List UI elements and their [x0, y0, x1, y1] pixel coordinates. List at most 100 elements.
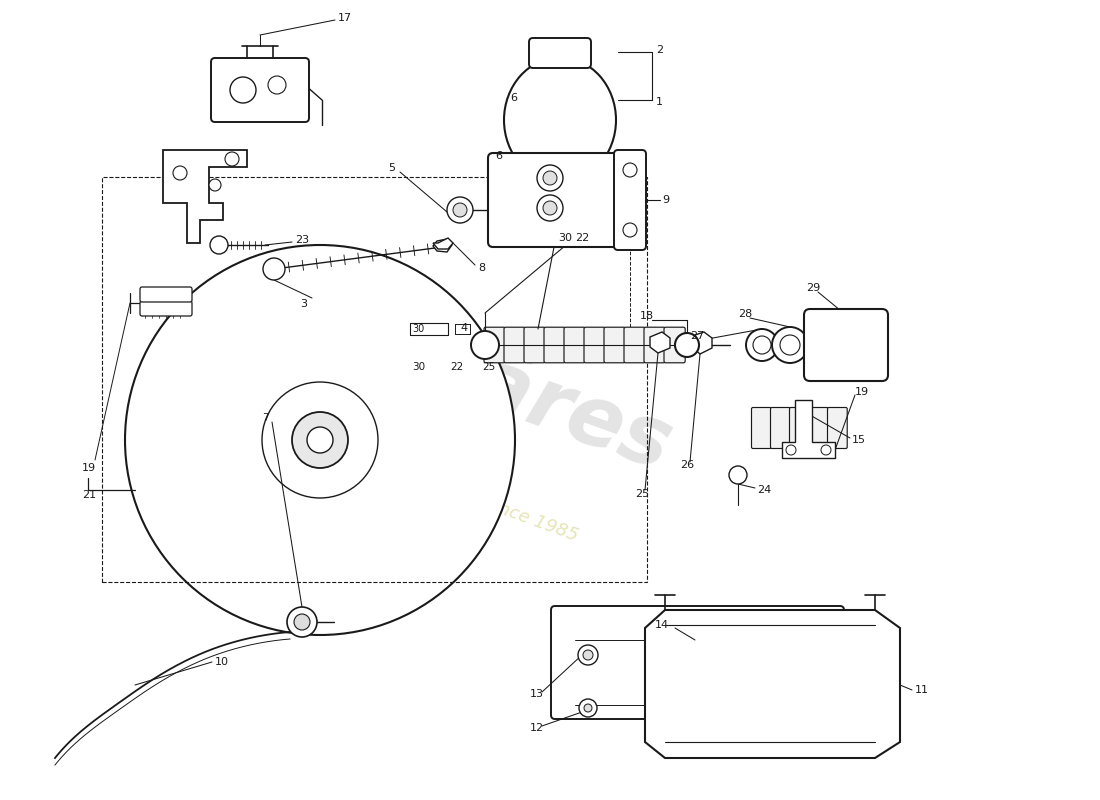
Text: 6: 6	[495, 151, 502, 161]
Text: 7: 7	[262, 413, 270, 423]
FancyBboxPatch shape	[140, 301, 192, 316]
FancyBboxPatch shape	[211, 58, 309, 122]
Text: 24: 24	[757, 485, 771, 495]
FancyBboxPatch shape	[504, 327, 525, 363]
Text: 15: 15	[852, 435, 866, 445]
Circle shape	[579, 699, 597, 717]
Text: 4: 4	[460, 323, 467, 333]
Text: 11: 11	[915, 685, 930, 695]
Circle shape	[268, 76, 286, 94]
Text: 14: 14	[654, 620, 669, 630]
FancyBboxPatch shape	[808, 407, 828, 449]
Circle shape	[294, 614, 310, 630]
Text: 30: 30	[558, 233, 572, 243]
Polygon shape	[163, 150, 248, 243]
Text: 13: 13	[530, 689, 544, 699]
Text: 9: 9	[662, 195, 669, 205]
Text: 8: 8	[478, 263, 485, 273]
FancyBboxPatch shape	[524, 327, 546, 363]
Circle shape	[675, 338, 689, 352]
Text: 2: 2	[656, 45, 663, 55]
Polygon shape	[433, 239, 452, 252]
Circle shape	[578, 645, 598, 665]
FancyBboxPatch shape	[827, 407, 847, 449]
FancyBboxPatch shape	[584, 327, 605, 363]
FancyBboxPatch shape	[624, 327, 646, 363]
Circle shape	[543, 171, 557, 185]
Polygon shape	[692, 332, 712, 354]
Text: 30: 30	[412, 324, 425, 334]
Text: 26: 26	[680, 460, 694, 470]
FancyBboxPatch shape	[544, 327, 565, 363]
Text: 19: 19	[855, 387, 869, 397]
Text: 28: 28	[738, 309, 752, 319]
Circle shape	[584, 704, 592, 712]
Text: 17: 17	[338, 13, 352, 23]
Circle shape	[623, 223, 637, 237]
Circle shape	[786, 445, 796, 455]
Text: eurocäres: eurocäres	[217, 252, 683, 488]
Circle shape	[754, 336, 771, 354]
Circle shape	[583, 650, 593, 660]
Circle shape	[263, 258, 285, 280]
Circle shape	[210, 236, 228, 254]
Circle shape	[821, 445, 830, 455]
FancyBboxPatch shape	[790, 407, 810, 449]
Text: 19: 19	[82, 463, 96, 473]
Text: 29: 29	[806, 283, 821, 293]
Polygon shape	[782, 400, 835, 458]
Text: 3: 3	[300, 299, 307, 309]
Text: 12: 12	[530, 723, 544, 733]
Bar	[102, 177, 647, 582]
Polygon shape	[645, 610, 900, 758]
FancyBboxPatch shape	[644, 327, 666, 363]
Ellipse shape	[504, 58, 616, 182]
Text: 1: 1	[656, 97, 663, 107]
Circle shape	[209, 179, 221, 191]
Circle shape	[746, 329, 778, 361]
FancyBboxPatch shape	[804, 309, 888, 381]
FancyBboxPatch shape	[604, 327, 625, 363]
Circle shape	[780, 335, 800, 355]
Circle shape	[262, 382, 378, 498]
Circle shape	[226, 152, 239, 166]
Circle shape	[675, 333, 698, 357]
Circle shape	[537, 195, 563, 221]
Circle shape	[173, 166, 187, 180]
Circle shape	[125, 245, 515, 635]
Circle shape	[729, 466, 747, 484]
Text: 21: 21	[82, 490, 96, 500]
FancyBboxPatch shape	[564, 327, 585, 363]
Text: 30: 30	[412, 362, 425, 372]
Circle shape	[230, 77, 256, 103]
Text: 23: 23	[295, 235, 309, 245]
Circle shape	[471, 331, 499, 359]
Circle shape	[537, 165, 563, 191]
Text: a passion for parts since 1985: a passion for parts since 1985	[319, 435, 581, 545]
FancyBboxPatch shape	[770, 407, 790, 449]
FancyBboxPatch shape	[529, 38, 591, 68]
Text: 22: 22	[575, 233, 590, 243]
Text: 22: 22	[450, 362, 463, 372]
Circle shape	[287, 607, 317, 637]
Text: 25: 25	[635, 489, 649, 499]
Circle shape	[543, 201, 557, 215]
Text: 10: 10	[214, 657, 229, 667]
FancyBboxPatch shape	[551, 606, 844, 719]
Text: 27: 27	[690, 331, 704, 341]
Circle shape	[453, 203, 468, 217]
FancyBboxPatch shape	[614, 150, 646, 250]
Polygon shape	[433, 238, 453, 249]
Polygon shape	[650, 332, 670, 353]
Circle shape	[623, 163, 637, 177]
Text: 18: 18	[640, 311, 654, 321]
FancyBboxPatch shape	[484, 327, 505, 363]
Text: 25: 25	[482, 362, 495, 372]
FancyBboxPatch shape	[751, 407, 771, 449]
Circle shape	[292, 412, 348, 468]
FancyBboxPatch shape	[664, 327, 685, 363]
Text: 5: 5	[388, 163, 395, 173]
FancyBboxPatch shape	[488, 153, 623, 247]
Circle shape	[307, 427, 333, 453]
Circle shape	[772, 327, 808, 363]
